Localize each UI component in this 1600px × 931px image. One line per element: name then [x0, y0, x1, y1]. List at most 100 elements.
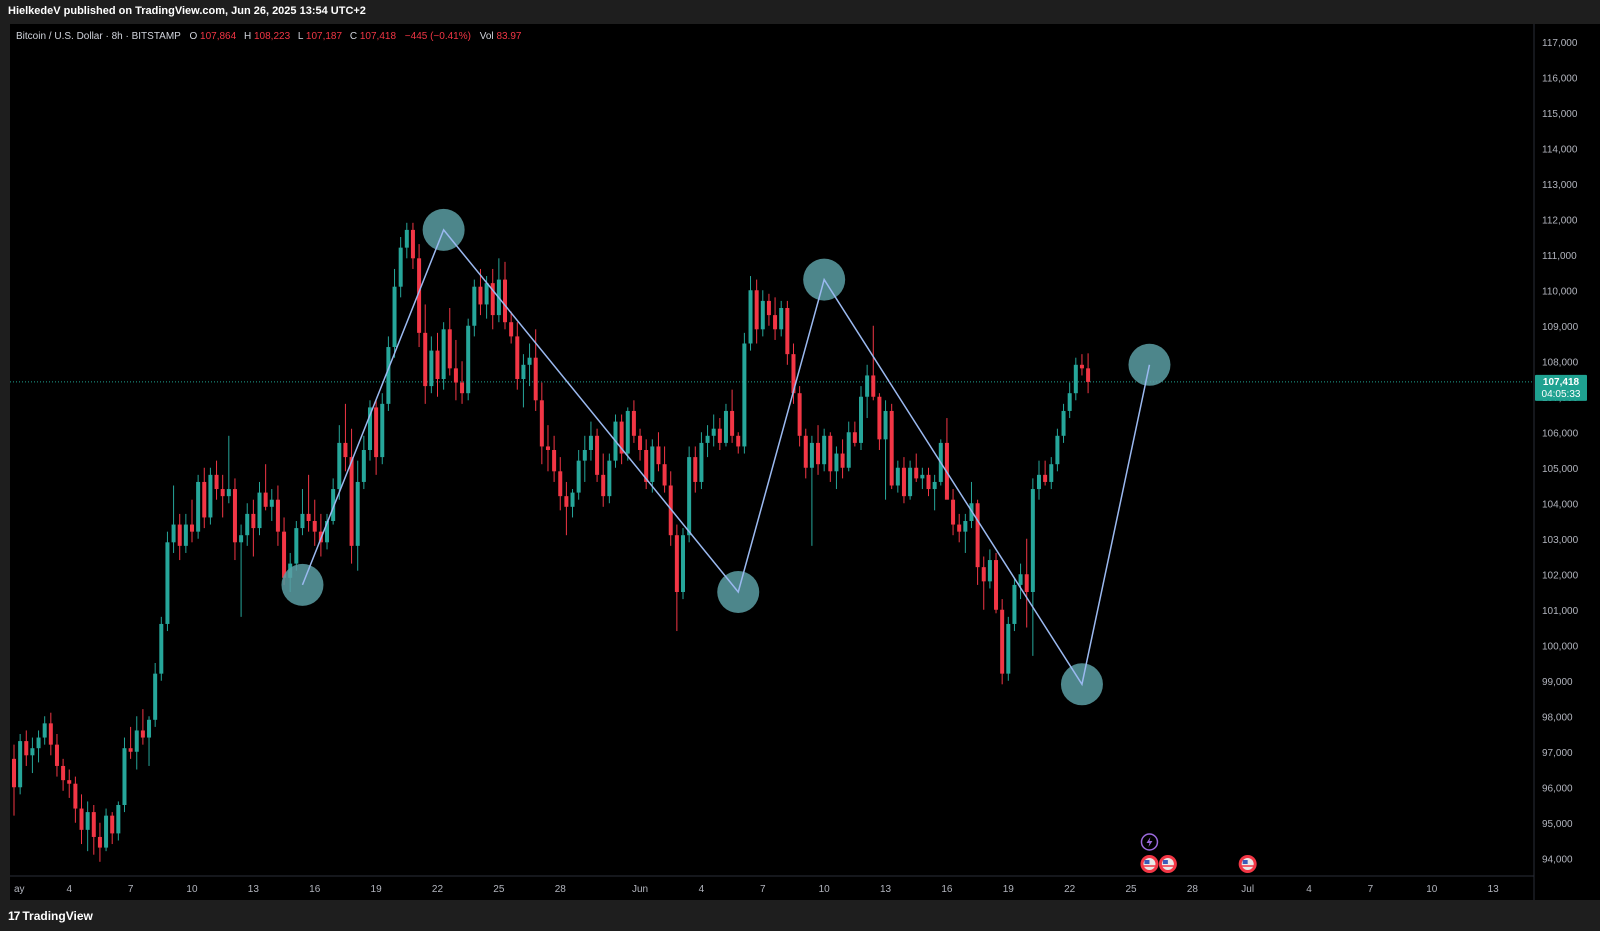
us-flag-event-icon [1158, 855, 1177, 873]
candle-body [447, 329, 452, 369]
candle-body [349, 457, 354, 546]
candle-body [914, 467, 919, 479]
candle-body [104, 815, 109, 848]
tradingview-logo[interactable]: 17 TradingView [8, 909, 93, 923]
time-tick-label: 13 [248, 884, 260, 895]
tradingview-brand: TradingView [22, 909, 93, 923]
candle-body [877, 396, 882, 440]
flash-event-icon [1140, 833, 1159, 851]
candle-body [1006, 623, 1011, 674]
legend-change: −445 (−0.41%) [405, 31, 471, 42]
candle-body [140, 730, 145, 738]
candle-body [503, 279, 508, 323]
candle-body [865, 375, 870, 397]
candle-body [809, 442, 814, 468]
price-tick-label: 115,000 [1542, 109, 1578, 120]
candle-body [631, 410, 636, 436]
candle-body [453, 368, 458, 383]
candle-body [30, 748, 35, 756]
candle-body [159, 623, 164, 674]
candle-body [981, 567, 986, 582]
candle-body [619, 421, 624, 454]
time-axis-labels: ay 4 7 10 13 16 19 22 25 28 Jun 4 7 10 13 16 19 22 25 28 Jul… [14, 884, 1499, 895]
candle-body [791, 354, 796, 394]
candle-body [460, 382, 465, 394]
candle-body [687, 457, 692, 536]
candle-body [282, 531, 287, 578]
candle-body [552, 450, 557, 472]
time-tick-label: 7 [128, 884, 134, 895]
candle-body [466, 325, 471, 394]
candle-body [61, 765, 66, 781]
candle-body [325, 521, 330, 543]
chart-frame[interactable] [10, 24, 1534, 900]
candle-body [963, 521, 968, 532]
candle-body [417, 258, 422, 333]
time-tick-label: 16 [941, 884, 953, 895]
candle-body [490, 283, 495, 316]
time-tick-label: 25 [493, 884, 505, 895]
candle-body [171, 524, 176, 543]
event-markers[interactable] [1140, 833, 1257, 873]
candle-body [392, 286, 397, 348]
us-flag-event-icon [1238, 855, 1257, 873]
candle-body [380, 403, 385, 458]
candle-body [441, 329, 446, 379]
candle-body [97, 836, 102, 848]
price-tick-label: 94,000 [1542, 854, 1573, 865]
price-tick-label: 108,000 [1542, 357, 1579, 368]
candle-body [1067, 393, 1072, 411]
candle-body [920, 474, 925, 479]
price-axis-bg[interactable] [1534, 24, 1600, 900]
candle-body [257, 492, 262, 529]
candle-body [165, 542, 170, 624]
candle-body [668, 485, 673, 536]
candle-body [1018, 574, 1023, 585]
zigzag-drawing[interactable] [281, 208, 1171, 706]
price-tick-label: 116,000 [1542, 73, 1578, 84]
candle-body [711, 428, 716, 436]
price-tick-label: 104,000 [1542, 499, 1579, 510]
candle-body [36, 737, 41, 749]
candle-body [883, 410, 888, 440]
candle-body [638, 435, 643, 450]
candle-body [816, 442, 821, 465]
price-tick-label: 117,000 [1542, 38, 1578, 49]
candle-body [852, 432, 857, 443]
candle-body [343, 442, 348, 458]
candle-body [232, 489, 237, 543]
candle-body [1049, 464, 1054, 482]
candle-body [871, 375, 876, 397]
candle-body [901, 467, 906, 497]
candle-body [895, 467, 900, 486]
candle-body [1012, 584, 1017, 624]
candle-body [196, 481, 201, 532]
candle-body [484, 283, 489, 305]
time-tick-label: 19 [371, 884, 383, 895]
candle-body [699, 442, 704, 482]
price-tick-label: 112,000 [1542, 215, 1578, 226]
price-tick-label: 114,000 [1542, 144, 1578, 155]
time-tick-label: 13 [880, 884, 892, 895]
time-tick-label: 10 [1426, 884, 1438, 895]
candle-body [67, 780, 72, 784]
candle-body [1073, 364, 1078, 394]
candle-body [705, 435, 710, 443]
candle-body [527, 357, 532, 365]
candle-body [374, 407, 379, 458]
candle-body [766, 300, 771, 316]
flag-canton [1242, 860, 1248, 864]
candle-body [423, 332, 428, 387]
candle-body [533, 357, 538, 401]
time-tick-label: 25 [1125, 884, 1137, 895]
price-tick-label: 102,000 [1542, 570, 1579, 581]
time-tick-label: 22 [1064, 884, 1076, 895]
candle-body [386, 347, 391, 404]
candle-body [987, 560, 992, 582]
time-tick-label: 10 [186, 884, 198, 895]
candle-body [91, 812, 96, 837]
candle-body [754, 290, 759, 330]
time-tick-label: ay [14, 884, 25, 895]
flash-bolt [1146, 837, 1153, 847]
